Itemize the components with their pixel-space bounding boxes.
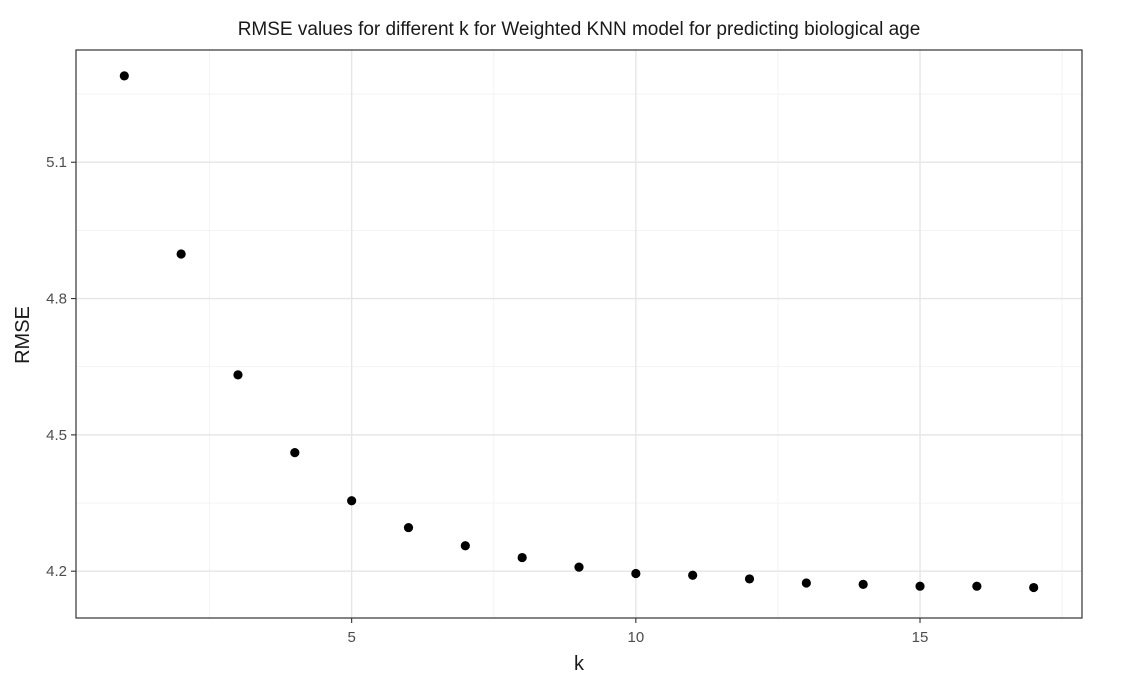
plot-panel xyxy=(75,49,1083,619)
chart-title: RMSE values for different k for Weighted… xyxy=(238,19,921,40)
major-gridlines xyxy=(76,50,1082,618)
data-point xyxy=(290,447,300,458)
x-tick-label: 10 xyxy=(627,629,644,646)
y-tick-label: 5.1 xyxy=(46,154,67,171)
y-tick-label: 4.2 xyxy=(46,563,67,580)
data-point xyxy=(347,496,357,506)
data-point xyxy=(517,552,527,563)
data-point xyxy=(460,541,470,551)
y-axis-label: RMSE xyxy=(12,306,34,364)
data-point xyxy=(631,568,641,579)
data-point xyxy=(744,574,755,584)
data-point xyxy=(972,581,982,591)
data-points xyxy=(119,71,1039,593)
x-axis: 5 10 15 xyxy=(347,618,928,646)
y-tick-label: 4.8 xyxy=(46,291,67,308)
minor-gridlines xyxy=(76,50,1082,618)
data-point xyxy=(801,578,811,588)
data-point xyxy=(403,522,414,533)
panel-border xyxy=(75,49,1083,619)
data-point xyxy=(1029,582,1039,593)
data-point xyxy=(574,562,584,572)
y-tick-label: 4.5 xyxy=(46,427,67,444)
data-point xyxy=(119,71,129,81)
y-axis: 4.2 4.5 4.8 5.1 xyxy=(46,154,76,580)
x-tick-label: 5 xyxy=(347,629,355,646)
x-axis-label: k xyxy=(574,653,585,675)
data-point xyxy=(176,249,186,259)
data-point xyxy=(233,370,243,380)
data-point xyxy=(858,579,868,589)
data-point xyxy=(688,570,698,580)
x-tick-label: 15 xyxy=(912,629,929,646)
data-point xyxy=(915,581,925,591)
